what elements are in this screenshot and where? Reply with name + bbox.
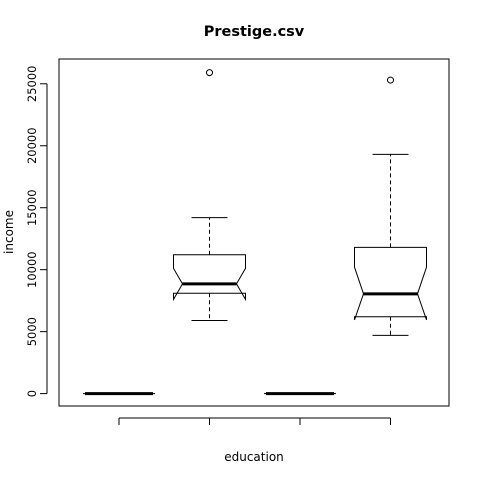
chart-title: Prestige.csv: [204, 24, 305, 40]
x-axis-label: education: [224, 450, 284, 464]
boxes-layer: [83, 69, 427, 396]
outlier-point: [206, 69, 213, 77]
box-body: [354, 246, 427, 321]
y-tick-label: 20000: [25, 127, 39, 164]
y-axis-label: income: [2, 210, 16, 254]
y-axis: 0 5000 10000 15000 20000 25000: [25, 65, 48, 397]
outlier-point: [387, 76, 394, 84]
y-tick-label: 15000: [25, 189, 39, 226]
y-tick-label: 0: [25, 390, 39, 397]
plot-frame: [58, 58, 450, 407]
box-body: [173, 254, 246, 302]
y-tick-label: 5000: [25, 317, 39, 346]
box-4: [354, 76, 427, 336]
x-axis: [118, 417, 391, 425]
y-tick-label: 10000: [25, 251, 39, 288]
y-tick-label: 25000: [25, 65, 39, 102]
box-2: [173, 69, 246, 321]
